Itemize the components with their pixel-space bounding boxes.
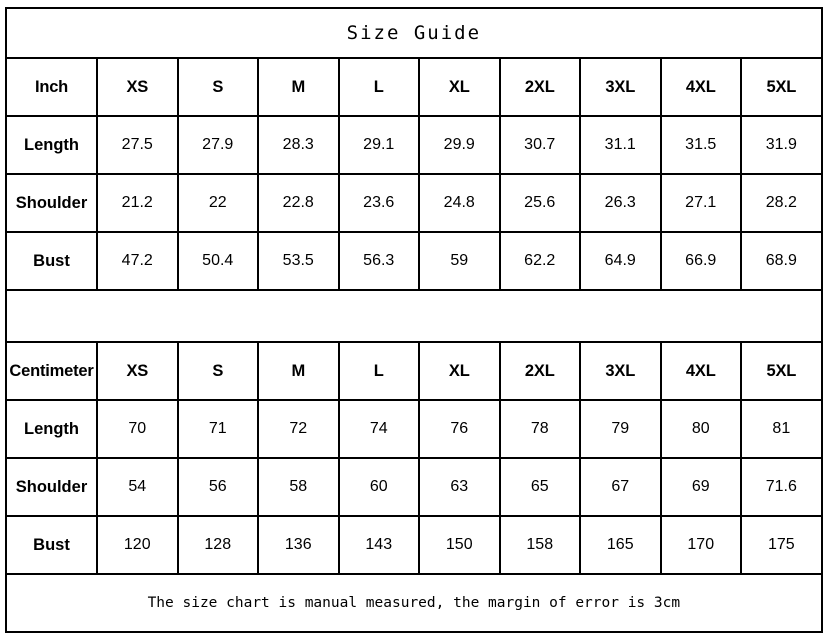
measure-label-cell: Shoulder [5,457,98,517]
measurement-row: Shoulder 21.2 22 22.8 23.6 24.8 25.6 26.3 27.1 28… [5,173,823,233]
size-header-cell-xl: XL [418,57,501,117]
measure-value-cell: 23.6 [337,173,420,233]
title-row: Size Guide [5,7,823,59]
size-header-cell-5xl: 5XL [740,341,823,401]
measure-value-cell: 170 [659,515,742,575]
size-header-cell-3xl: 3XL [579,57,662,117]
table-spacer-row [5,289,823,343]
size-header-cell-xs: XS [96,57,179,117]
measure-value-cell: 54 [96,457,179,517]
measure-value-cell: 128 [176,515,259,575]
measure-value-cell: 28.3 [257,115,340,175]
measure-value-cell: 65 [498,457,581,517]
measure-value-cell: 79 [579,399,662,459]
measure-value-cell: 70 [96,399,179,459]
size-header-cell-xl: XL [418,341,501,401]
size-header-cell-s: S [176,57,259,117]
measure-value-cell: 120 [96,515,179,575]
measure-label-cell: Shoulder [5,173,98,233]
measure-value-cell: 59 [418,231,501,291]
measure-value-cell: 71.6 [740,457,823,517]
measurement-row: Length 70 71 72 74 76 78 79 80 81 [5,399,823,459]
size-header-cell-l: L [337,341,420,401]
measure-value-cell: 26.3 [579,173,662,233]
measurement-row: Bust 120 128 136 143 150 158 165 170 175 [5,515,823,575]
measure-value-cell: 31.1 [579,115,662,175]
measure-value-cell: 69 [659,457,742,517]
measure-value-cell: 66.9 [659,231,742,291]
measure-value-cell: 175 [740,515,823,575]
measure-value-cell: 150 [418,515,501,575]
measure-value-cell: 28.2 [740,173,823,233]
measure-value-cell: 50.4 [176,231,259,291]
unit-header-row: Centimeter XS S M L XL 2XL 3XL 4XL 5XL [5,341,823,401]
measure-value-cell: 136 [257,515,340,575]
measure-value-cell: 22.8 [257,173,340,233]
measure-value-cell: 68.9 [740,231,823,291]
measure-label-cell: Bust [5,231,98,291]
measure-value-cell: 21.2 [96,173,179,233]
size-header-cell-m: M [257,341,340,401]
measure-value-cell: 67 [579,457,662,517]
measure-value-cell: 72 [257,399,340,459]
measure-label-cell: Length [5,115,98,175]
measure-value-cell: 143 [337,515,420,575]
size-header-cell-xs: XS [96,341,179,401]
size-header-cell-2xl: 2XL [498,341,581,401]
measure-value-cell: 60 [337,457,420,517]
measure-value-cell: 27.1 [659,173,742,233]
size-header-cell-3xl: 3XL [579,341,662,401]
size-guide-table: Size Guide Inch XS S M L XL 2XL 3XL 4XL 5XL Length… [5,7,823,633]
measure-value-cell: 80 [659,399,742,459]
measure-value-cell: 31.9 [740,115,823,175]
measure-value-cell: 64.9 [579,231,662,291]
measure-value-cell: 81 [740,399,823,459]
size-header-cell-s: S [176,341,259,401]
size-guide-sheet: Size Guide Inch XS S M L XL 2XL 3XL 4XL 5XL Length… [5,7,823,633]
measurement-row: Bust 47.2 50.4 53.5 56.3 59 62.2 64.9 66.9 68.9 [5,231,823,291]
table-spacer-cell [5,289,823,343]
measure-value-cell: 22 [176,173,259,233]
size-header-cell-4xl: 4XL [659,341,742,401]
size-header-cell-m: M [257,57,340,117]
measurement-row: Shoulder 54 56 58 60 63 65 67 69 71.6 [5,457,823,517]
measure-label-cell: Bust [5,515,98,575]
measure-value-cell: 78 [498,399,581,459]
measure-value-cell: 158 [498,515,581,575]
measure-label-cell: Length [5,399,98,459]
measure-value-cell: 74 [337,399,420,459]
unit-label-cell: Inch [5,57,98,117]
measure-value-cell: 24.8 [418,173,501,233]
size-header-cell-5xl: 5XL [740,57,823,117]
size-header-cell-4xl: 4XL [659,57,742,117]
measure-value-cell: 30.7 [498,115,581,175]
measure-value-cell: 56 [176,457,259,517]
measure-value-cell: 27.5 [96,115,179,175]
footer-note-row: The size chart is manual measured, the m… [5,573,823,633]
page-title: Size Guide [5,7,823,59]
unit-header-row: Inch XS S M L XL 2XL 3XL 4XL 5XL [5,57,823,117]
measure-value-cell: 47.2 [96,231,179,291]
size-header-cell-l: L [337,57,420,117]
measure-value-cell: 29.1 [337,115,420,175]
size-guide-body: Size Guide Inch XS S M L XL 2XL 3XL 4XL 5XL Length… [5,7,823,633]
measure-value-cell: 71 [176,399,259,459]
measurement-row: Length 27.5 27.9 28.3 29.1 29.9 30.7 31.1 31.5 31… [5,115,823,175]
measure-value-cell: 165 [579,515,662,575]
measure-value-cell: 27.9 [176,115,259,175]
measure-value-cell: 56.3 [337,231,420,291]
measure-value-cell: 29.9 [418,115,501,175]
size-header-cell-2xl: 2XL [498,57,581,117]
measure-value-cell: 62.2 [498,231,581,291]
measure-value-cell: 63 [418,457,501,517]
measure-value-cell: 76 [418,399,501,459]
measure-value-cell: 31.5 [659,115,742,175]
measure-value-cell: 58 [257,457,340,517]
measure-value-cell: 25.6 [498,173,581,233]
footer-note: The size chart is manual measured, the m… [5,573,823,633]
measure-value-cell: 53.5 [257,231,340,291]
unit-label-cell: Centimeter [5,341,98,401]
